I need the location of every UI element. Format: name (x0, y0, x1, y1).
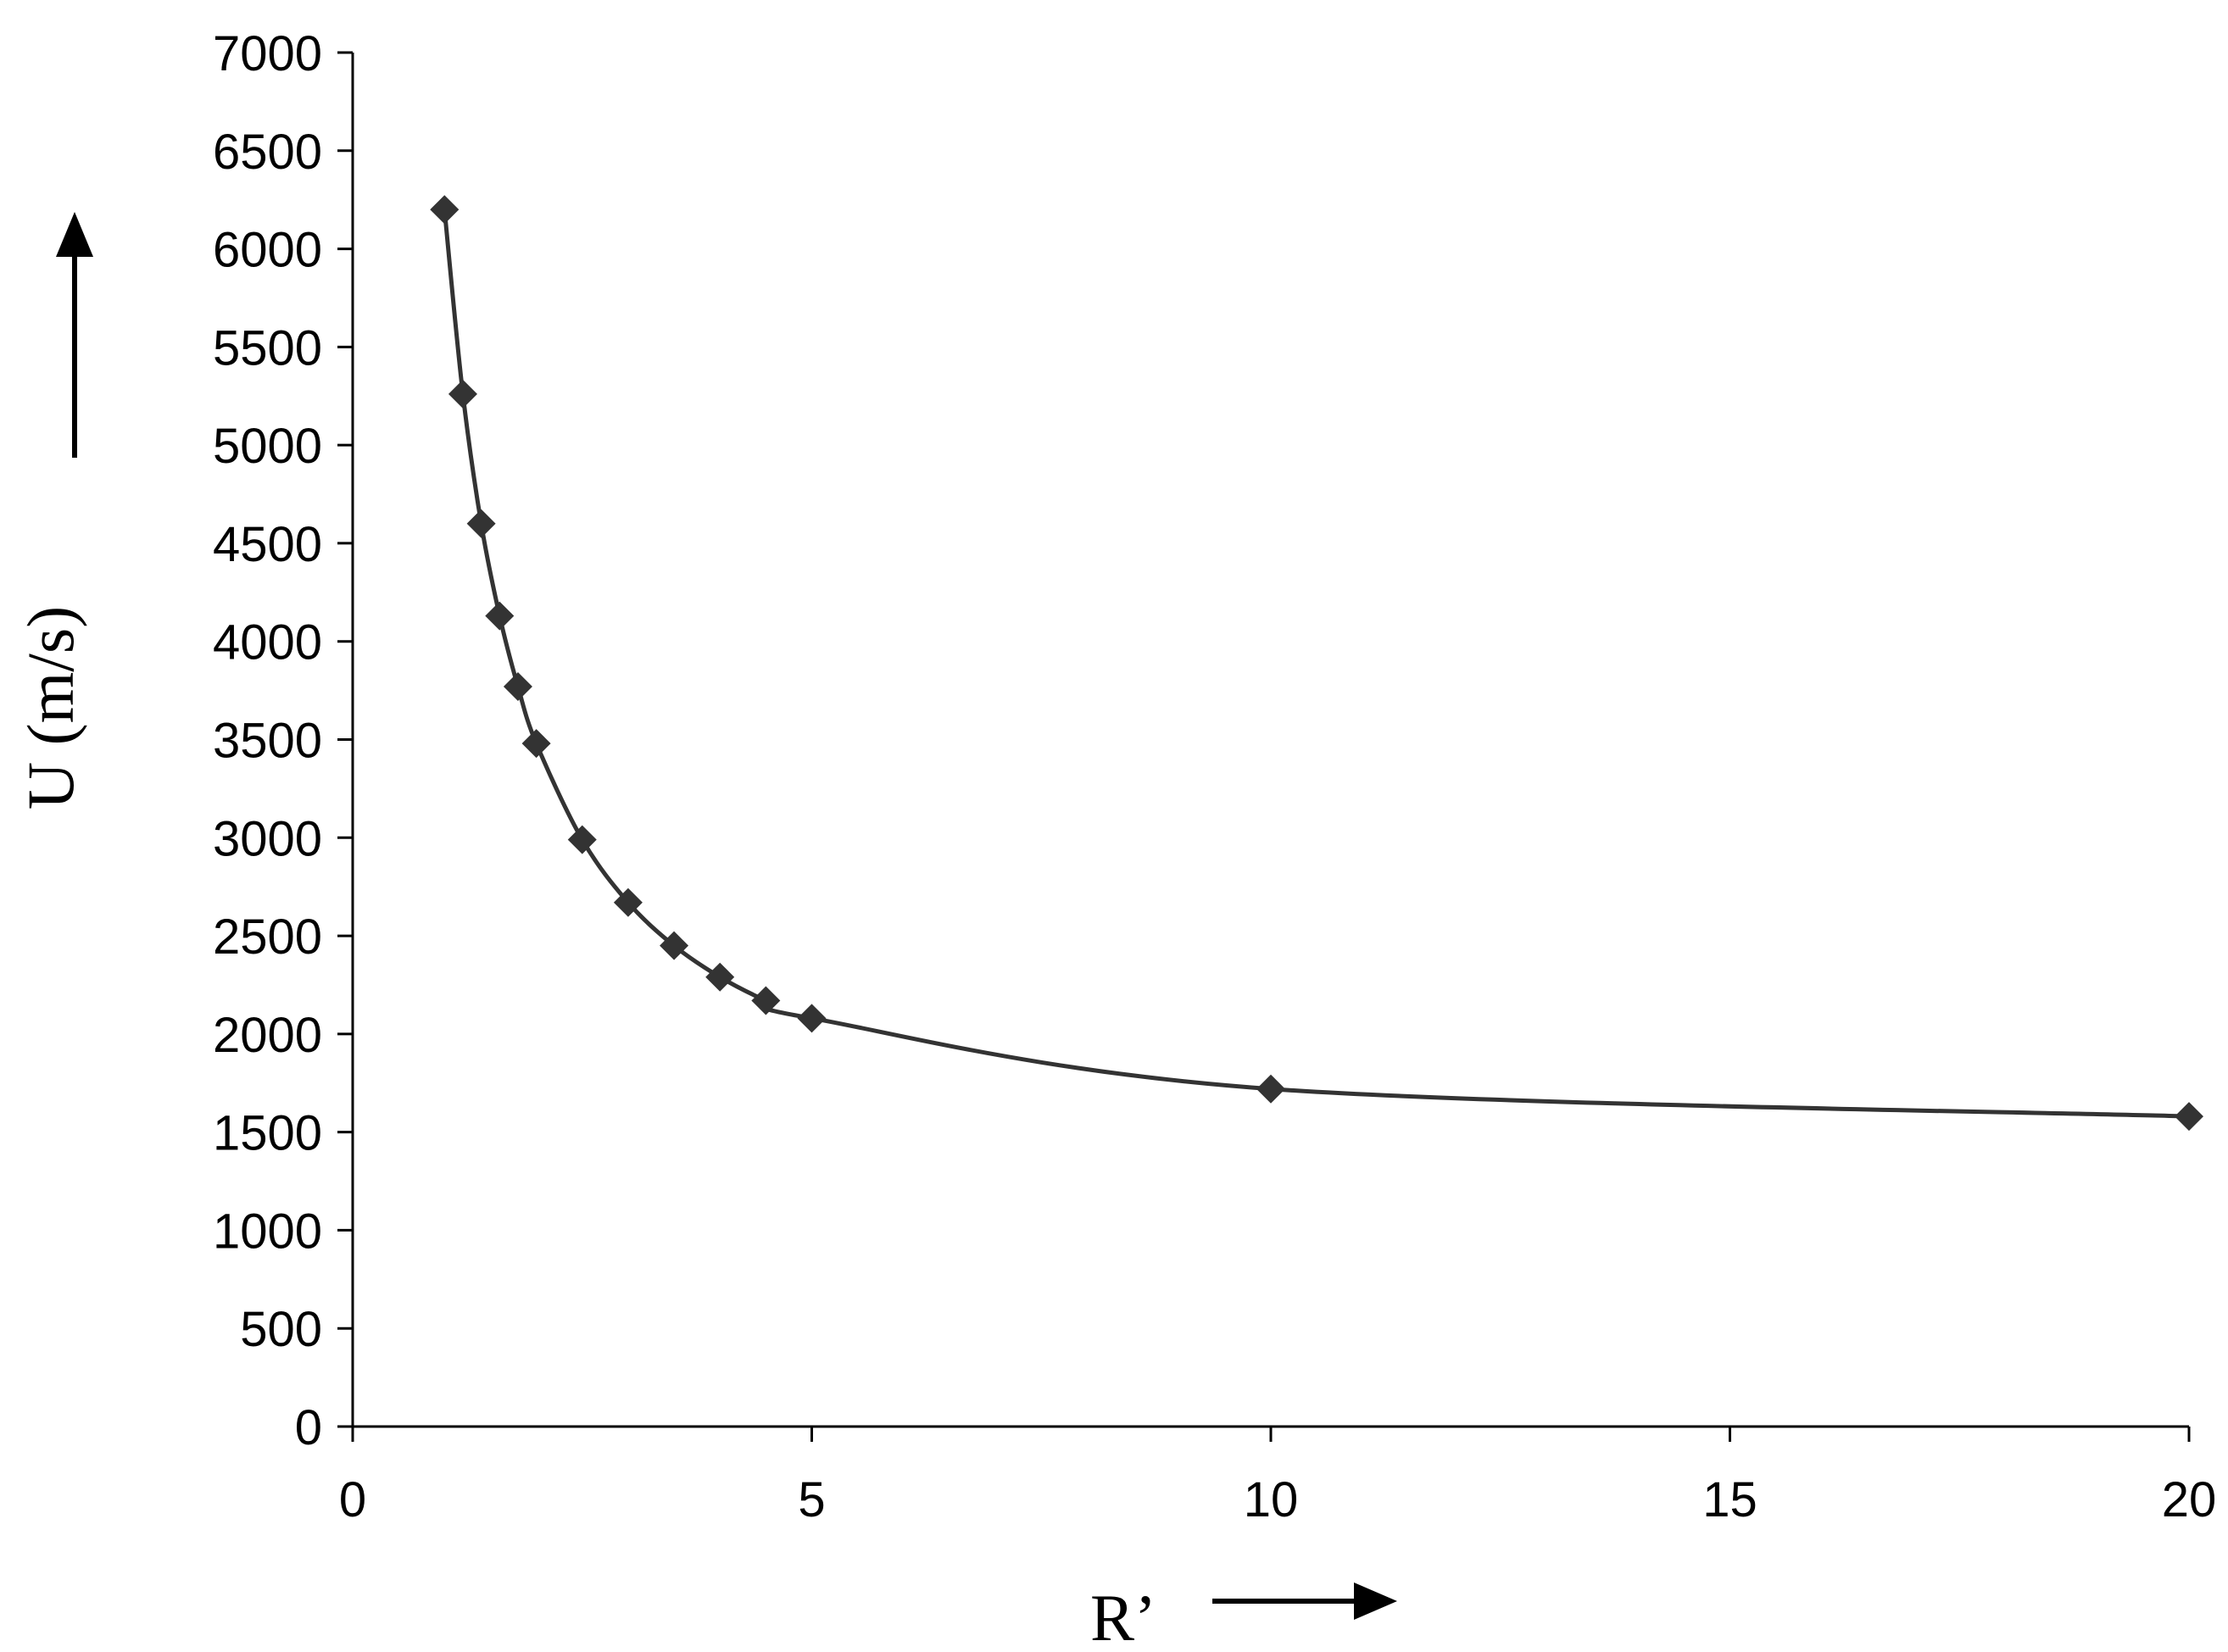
y-tick-label: 500 (240, 1302, 322, 1357)
data-point-marker (2175, 1102, 2203, 1132)
x-tick-label: 5 (798, 1472, 825, 1527)
data-point-marker (521, 729, 551, 759)
x-axis-ticks: 0 5 10 15 20 (339, 1427, 2216, 1527)
series-line (442, 209, 2190, 1119)
y-tick-label: 2500 (213, 909, 322, 965)
x-tick-label: 20 (2162, 1472, 2217, 1527)
data-point-marker (485, 601, 515, 631)
series-layer (430, 195, 2203, 1132)
data-point-marker (466, 509, 496, 538)
data-point-marker (613, 887, 643, 917)
y-axis-title: U (m/s) (14, 606, 87, 809)
y-tick-label: 1500 (213, 1106, 322, 1161)
x-tick-label: 0 (339, 1472, 366, 1527)
data-point-marker (430, 195, 460, 225)
y-tick-label: 1000 (213, 1204, 322, 1259)
x-tick-label: 15 (1702, 1472, 1757, 1527)
x-axis-arrow-icon (1212, 1582, 1397, 1620)
x-axis-title: R’ (1090, 1581, 1156, 1652)
y-tick-label: 3000 (213, 811, 322, 866)
data-point-marker (448, 379, 477, 409)
y-axis-arrow-icon (56, 212, 93, 458)
y-tick-label: 5500 (213, 320, 322, 375)
data-point-marker (705, 962, 735, 992)
data-point-marker (797, 1004, 827, 1033)
y-axis-ticks: 0 500 1000 1500 2000 2500 3000 3500 4000 4500 5000… (213, 26, 353, 1455)
y-tick-label: 4000 (213, 615, 322, 670)
y-tick-label: 0 (295, 1400, 322, 1455)
x-tick-label: 10 (1244, 1472, 1299, 1527)
y-tick-label: 7000 (213, 26, 322, 81)
y-tick-label: 6000 (213, 223, 322, 278)
y-tick-label: 5000 (213, 419, 322, 474)
y-tick-label: 6500 (213, 125, 322, 180)
data-point-marker (751, 986, 781, 1015)
data-point-marker (567, 825, 597, 854)
data-point-marker (660, 931, 689, 960)
data-point-marker (1256, 1074, 1285, 1104)
y-tick-label: 4500 (213, 517, 322, 572)
y-tick-label: 3500 (213, 714, 322, 769)
y-tick-label: 2000 (213, 1008, 322, 1063)
data-point-marker (503, 671, 532, 701)
